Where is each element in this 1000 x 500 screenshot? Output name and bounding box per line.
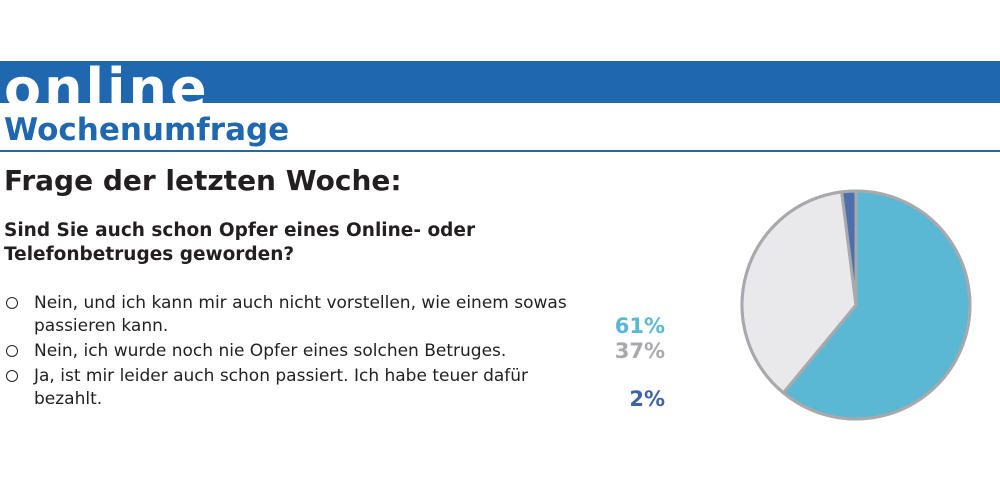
pie-outline	[740, 189, 972, 421]
answer-text: Nein, ich wurde noch nie Opfer eines sol…	[34, 341, 507, 361]
radio-circle-icon[interactable]	[6, 345, 18, 357]
poll-question: Sind Sie auch schon Opfer eines Online- …	[4, 220, 476, 265]
answer-text: Ja, ist mir leider auch schon passiert. …	[34, 366, 529, 409]
answer-percent: 2%	[629, 387, 665, 411]
answer-list: Nein, und ich kann mir auch nicht vorste…	[6, 292, 671, 413]
radio-circle-icon[interactable]	[6, 297, 18, 309]
page-subtitle: Wochenumfrage	[4, 112, 290, 148]
answer-percent: 61%	[614, 314, 665, 338]
banner-title: online	[4, 61, 210, 103]
answer-text: Nein, und ich kann mir auch nicht vorste…	[34, 293, 567, 336]
radio-circle-icon[interactable]	[6, 370, 18, 382]
answer-option-1[interactable]: Nein, und ich kann mir auch nicht vorste…	[6, 292, 671, 338]
results-pie-chart	[740, 189, 972, 421]
answer-percent: 37%	[614, 339, 665, 363]
answer-option-3[interactable]: Ja, ist mir leider auch schon passiert. …	[6, 365, 671, 411]
poll-heading: Frage der letzten Woche:	[4, 164, 402, 197]
header-banner: online	[0, 61, 1000, 103]
divider	[0, 150, 1000, 152]
answer-option-2[interactable]: Nein, ich wurde noch nie Opfer eines sol…	[6, 340, 671, 363]
